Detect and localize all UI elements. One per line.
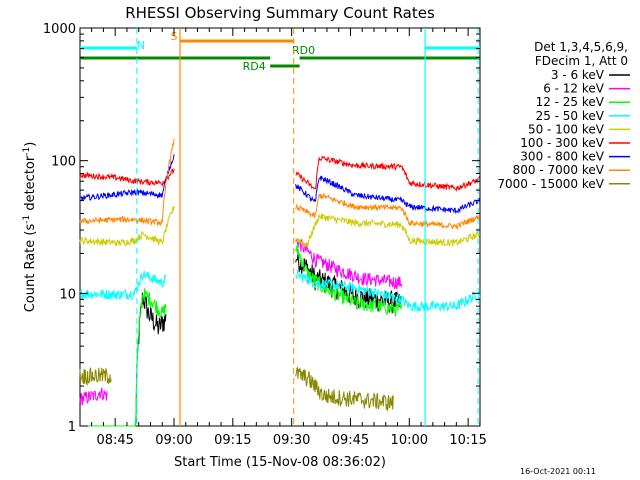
series-line-50to100keV [295,213,481,249]
series-line-100to300keV [79,168,175,187]
legend-entry-label: 12 - 25 keV [536,95,605,109]
y-axis: 1 10 100 1000 [43,22,480,435]
series-lines [79,138,481,427]
series-line-25to50keV [295,268,481,313]
series-line-7000to15000keV [79,367,112,387]
y-tick-label: 100 [51,155,76,170]
series-line-800to7000keV [295,192,481,230]
y-axis-label-mid: detector [23,155,38,215]
x-tick-label: 08:45 [96,433,133,448]
x-tick-label: 09:15 [214,433,251,448]
series-line-50to100keV [79,206,175,247]
legend-header-decimation: FDecim 1, Att 0 [535,54,628,68]
saa-label: S [171,30,178,43]
series-line-300to800keV [295,175,481,215]
series-line-100to300keV [295,155,481,192]
y-axis-label: Count Rate (s-1 detector-1) [22,142,38,313]
plot-area: S N RD0 RD4 [79,27,481,427]
series-line-7000to15000keV [295,367,394,411]
y-tick-label: 1 [68,420,76,435]
series-line-300to800keV [79,154,175,202]
x-tick-label: 09:00 [155,433,192,448]
y-axis-label-end: ) [23,142,38,147]
series-line-12to25keV [295,244,403,317]
x-tick-label: 09:30 [273,433,310,448]
y-axis-label-main: Count Rate (s [23,224,38,313]
x-axis-label: Start Time (15-Nov-08 08:36:02) [174,455,386,470]
legend-entry-label: 300 - 800 keV [520,150,604,164]
x-tick-label: 10:00 [391,433,428,448]
legend-entry-label: 50 - 100 keV [528,122,605,136]
x-tick-label: 09:45 [332,433,369,448]
flag-bars: S N RD0 RD4 [80,30,480,73]
series-line-800to7000keV [79,138,175,227]
flag-vertical-lines [136,28,479,426]
legend-entry-label: 7000 - 15000 keV [497,177,604,191]
series-line-25to50keV [79,270,167,301]
rd4-label: RD4 [243,60,266,73]
series-line-6to12keV [295,238,403,290]
y-tick-label: 10 [59,287,76,302]
series-line-6to12keV [79,387,108,406]
legend-entry-label: 100 - 300 keV [520,136,604,150]
rd0-label: RD0 [292,44,315,57]
x-tick-label: 10:15 [449,433,486,448]
legend-entry-label: 800 - 7000 keV [513,163,605,177]
y-tick-label: 1000 [43,22,76,37]
y-axis-label-sup2: -1 [22,147,32,156]
x-axis: 08:45 09:00 09:15 09:30 09:45 10:00 10:15 [91,28,487,448]
y-axis-label-sup1: -1 [22,215,32,224]
legend-header-detectors: Det 1,3,4,5,6,9, [534,40,628,54]
generation-timestamp: 16-Oct-2021 00:11 [520,467,596,476]
chart-title: RHESSI Observing Summary Count Rates [125,4,435,22]
legend-entry-label: 3 - 6 keV [551,68,605,82]
legend-entry-label: 6 - 12 keV [543,82,605,96]
legend-entry-label: 25 - 50 keV [536,109,605,123]
legend: Det 1,3,4,5,6,9, FDecim 1, Att 0 3 - 6 k… [497,40,630,191]
series-line-12to25keV [80,288,167,427]
night-label: N [137,39,145,52]
